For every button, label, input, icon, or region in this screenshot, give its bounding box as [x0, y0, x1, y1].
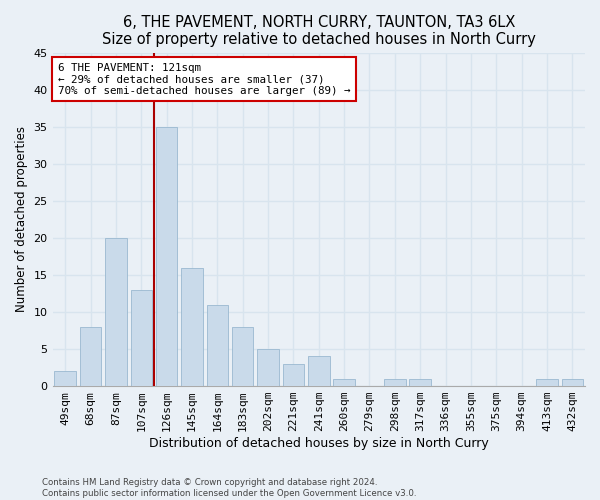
Bar: [55, 372, 76, 386]
Bar: [105, 238, 127, 386]
Text: 6 THE PAVEMENT: 121sqm
← 29% of detached houses are smaller (37)
70% of semi-det: 6 THE PAVEMENT: 121sqm ← 29% of detached…: [58, 62, 350, 96]
Title: 6, THE PAVEMENT, NORTH CURRY, TAUNTON, TA3 6LX
Size of property relative to deta: 6, THE PAVEMENT, NORTH CURRY, TAUNTON, T…: [102, 15, 536, 48]
Bar: [283, 364, 304, 386]
Bar: [181, 268, 203, 386]
Bar: [156, 127, 178, 386]
Bar: [384, 378, 406, 386]
Bar: [131, 290, 152, 386]
Bar: [562, 378, 583, 386]
Bar: [257, 349, 279, 386]
Bar: [80, 327, 101, 386]
Bar: [334, 378, 355, 386]
Bar: [536, 378, 558, 386]
Bar: [409, 378, 431, 386]
Bar: [206, 304, 228, 386]
Y-axis label: Number of detached properties: Number of detached properties: [15, 126, 28, 312]
X-axis label: Distribution of detached houses by size in North Curry: Distribution of detached houses by size …: [149, 437, 488, 450]
Bar: [232, 327, 253, 386]
Text: Contains HM Land Registry data © Crown copyright and database right 2024.
Contai: Contains HM Land Registry data © Crown c…: [42, 478, 416, 498]
Bar: [308, 356, 329, 386]
